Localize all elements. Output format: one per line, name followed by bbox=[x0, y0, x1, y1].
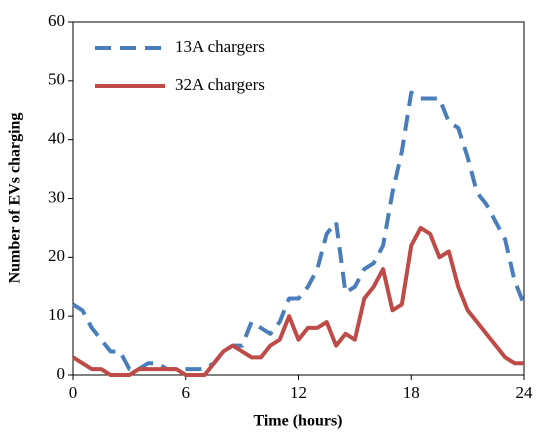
x-tick-label: 24 bbox=[516, 383, 534, 402]
series-line bbox=[71, 225, 524, 377]
y-tick-label: 20 bbox=[48, 246, 65, 265]
y-tick-label: 30 bbox=[48, 187, 65, 206]
x-tick-label: 6 bbox=[182, 383, 191, 402]
y-tick-label: 60 bbox=[48, 11, 65, 30]
x-tick-label: 0 bbox=[69, 383, 78, 402]
legend-label: 32A chargers bbox=[175, 75, 265, 94]
plot-frame bbox=[72, 21, 525, 376]
y-axis-title: Number of EVs charging bbox=[7, 113, 24, 284]
x-tick-label: 18 bbox=[403, 383, 420, 402]
series-line bbox=[71, 90, 526, 372]
y-tick-label: 40 bbox=[48, 129, 65, 148]
x-axis-title: Time (hours) bbox=[253, 413, 342, 430]
y-tick-label: 0 bbox=[57, 364, 66, 383]
legend-label: 13A chargers bbox=[175, 37, 265, 56]
y-tick-label: 10 bbox=[48, 305, 65, 324]
y-tick-label: 50 bbox=[48, 70, 65, 89]
x-tick-label: 12 bbox=[290, 383, 307, 402]
